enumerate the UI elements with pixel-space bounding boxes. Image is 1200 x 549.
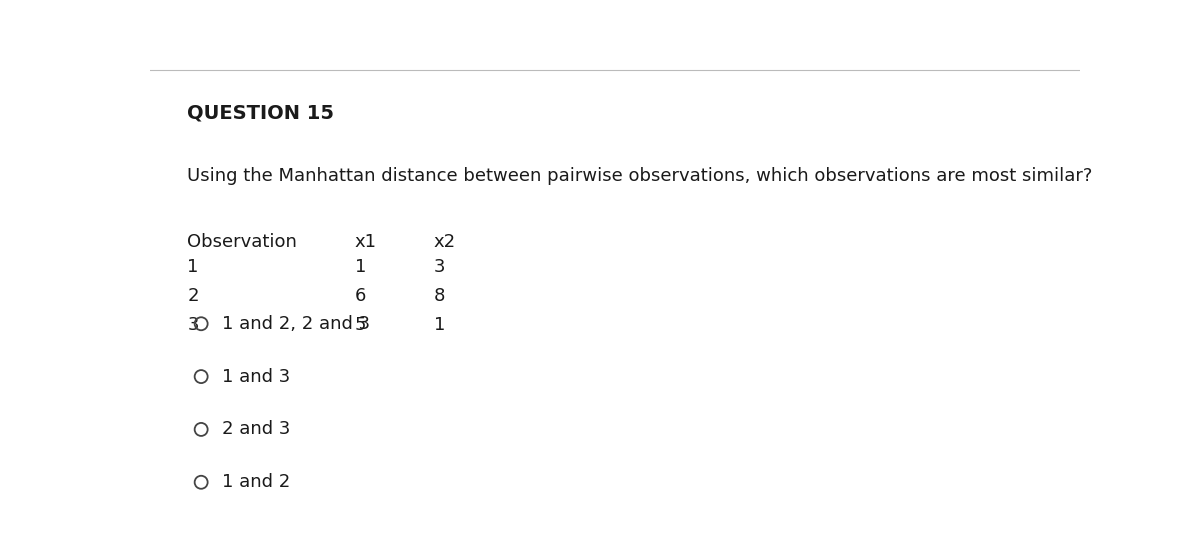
Text: 1 and 2: 1 and 2 bbox=[222, 473, 290, 491]
Text: Observation: Observation bbox=[187, 233, 298, 251]
Text: 1: 1 bbox=[433, 316, 445, 334]
Text: 2 and 3: 2 and 3 bbox=[222, 421, 290, 439]
Text: 3: 3 bbox=[433, 258, 445, 276]
Text: 2: 2 bbox=[187, 287, 199, 305]
Text: x1: x1 bbox=[355, 233, 377, 251]
Text: 6: 6 bbox=[355, 287, 366, 305]
Text: 1 and 3: 1 and 3 bbox=[222, 368, 290, 385]
Text: QUESTION 15: QUESTION 15 bbox=[187, 104, 334, 123]
Text: 3: 3 bbox=[187, 316, 199, 334]
Text: 1: 1 bbox=[355, 258, 366, 276]
Text: 5: 5 bbox=[355, 316, 366, 334]
Text: 1: 1 bbox=[187, 258, 198, 276]
Text: x2: x2 bbox=[433, 233, 456, 251]
Text: 8: 8 bbox=[433, 287, 445, 305]
Text: Using the Manhattan distance between pairwise observations, which observations a: Using the Manhattan distance between pai… bbox=[187, 167, 1092, 186]
Text: 1 and 2, 2 and 3: 1 and 2, 2 and 3 bbox=[222, 315, 370, 333]
